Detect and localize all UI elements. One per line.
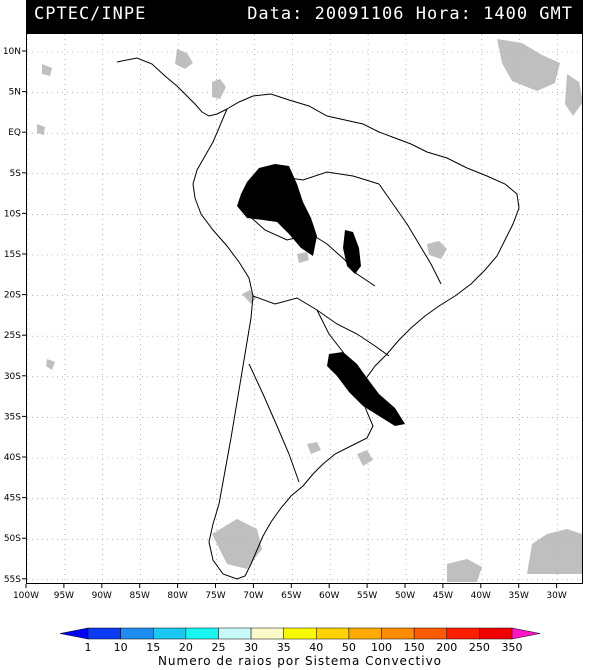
graticule bbox=[27, 34, 582, 583]
colorbar-segment bbox=[316, 627, 350, 640]
source-label: CPTEC/INPE bbox=[34, 4, 147, 24]
colorbar: 1 10 15 20 25 30 35 40 50 100 150 200 250 350 bbox=[59, 627, 541, 654]
cloud-patch bbox=[212, 519, 262, 569]
colorbar-label: 30 bbox=[244, 641, 258, 654]
lat-label: 10N bbox=[3, 47, 21, 57]
lon-label: 65W bbox=[281, 591, 301, 601]
colorbar-segment bbox=[479, 627, 513, 640]
colorbar-labels: 1 10 15 20 25 30 35 40 50 100 150 200 250 350 bbox=[85, 641, 523, 654]
lon-label: 100W bbox=[13, 591, 39, 601]
colorbar-label: 350 bbox=[502, 641, 523, 654]
lon-label: 75W bbox=[205, 591, 225, 601]
cyan-convective-system bbox=[343, 230, 361, 274]
colorbar-label: 15 bbox=[146, 641, 160, 654]
lat-label: 35S bbox=[4, 412, 21, 422]
lat-label: 5S bbox=[10, 169, 22, 179]
colorbar-segment bbox=[348, 627, 382, 640]
colorbar-label: 250 bbox=[469, 641, 490, 654]
cloud-patch bbox=[497, 39, 560, 91]
country-border bbox=[378, 183, 442, 285]
lat-label: 45S bbox=[4, 494, 21, 504]
colorbar-segment bbox=[152, 627, 187, 640]
lat-label: 20S bbox=[4, 291, 21, 301]
south-america-coastline bbox=[192, 93, 520, 580]
colorbar-segment bbox=[120, 627, 154, 640]
colorbar-segment bbox=[218, 627, 252, 640]
cloud-patch bbox=[447, 559, 482, 582]
colorbar-segment bbox=[283, 627, 317, 640]
colorbar-label: 1 bbox=[85, 641, 92, 654]
colorbar-segment bbox=[59, 627, 89, 640]
central-america-coastline bbox=[116, 57, 228, 117]
lat-label: EQ bbox=[8, 128, 21, 138]
colorbar-label: 35 bbox=[277, 641, 291, 654]
colorbar-label: 200 bbox=[436, 641, 457, 654]
longitude-labels: 100W 95W 90W 85W 80W 75W 70W 65W 60W 55W 50W 45W 40W… bbox=[13, 584, 567, 601]
lat-label: 30S bbox=[4, 372, 21, 382]
lat-label: 10S bbox=[4, 209, 21, 219]
colorbar-segment bbox=[381, 627, 415, 640]
latitude-labels: 10N 5N EQ 5S 10S 15S 20S 25S 30S 35S 40S 45S 50S 55S bbox=[3, 47, 26, 585]
lon-label: 50W bbox=[395, 591, 415, 601]
lon-label: 95W bbox=[54, 591, 74, 601]
colorbar-segment bbox=[250, 627, 284, 640]
colorbar-label: 10 bbox=[114, 641, 128, 654]
blue-convective-system bbox=[237, 164, 317, 256]
lat-label: 25S bbox=[4, 331, 21, 341]
country-border bbox=[252, 295, 390, 357]
datetime-label: Data: 20091106 Hora: 1400 GMT bbox=[247, 4, 573, 24]
lon-label: 45W bbox=[433, 591, 453, 601]
cloud-patch bbox=[212, 79, 226, 99]
colorbar-segment bbox=[413, 627, 448, 640]
cloud-patch bbox=[565, 74, 582, 116]
cloud-patch bbox=[427, 241, 447, 259]
map-panel bbox=[26, 33, 583, 584]
colorbar-label: 40 bbox=[309, 641, 323, 654]
colorbar-segment bbox=[185, 627, 219, 640]
lightning-systems bbox=[237, 164, 405, 426]
map-svg bbox=[27, 34, 582, 583]
colorbar-segment bbox=[87, 627, 121, 640]
cloud-patch bbox=[46, 359, 55, 370]
lon-label: 90W bbox=[92, 591, 112, 601]
colorbar-segments bbox=[59, 627, 541, 640]
lat-label: 5N bbox=[9, 88, 21, 98]
lat-label: 50S bbox=[4, 534, 21, 544]
colorbar-label: 20 bbox=[179, 641, 193, 654]
cloud-patch bbox=[175, 49, 193, 69]
colorbar-segment bbox=[511, 627, 541, 640]
colorbar-label: 25 bbox=[211, 641, 225, 654]
colorbar-label: 150 bbox=[404, 641, 425, 654]
header-bar: CPTEC/INPE Data: 20091106 Hora: 1400 GMT bbox=[26, 0, 583, 33]
cloud-patch bbox=[307, 442, 321, 454]
colorbar-segment bbox=[446, 627, 480, 640]
lon-label: 40W bbox=[471, 591, 491, 601]
colorbar-title: Numero de raios por Sistema Convectivo bbox=[157, 654, 443, 668]
lon-label: 85W bbox=[130, 591, 150, 601]
cloud-patch bbox=[42, 64, 52, 76]
cloud-patch bbox=[357, 450, 373, 466]
colorbar-label: 100 bbox=[371, 641, 392, 654]
lon-label: 80W bbox=[167, 591, 187, 601]
coastlines bbox=[116, 57, 520, 580]
cloud-patch bbox=[527, 529, 582, 574]
lon-label: 70W bbox=[243, 591, 263, 601]
lon-label: 35W bbox=[509, 591, 529, 601]
orange-convective-system bbox=[327, 352, 405, 426]
lon-label: 60W bbox=[319, 591, 339, 601]
country-border bbox=[248, 363, 300, 483]
colorbar-label: 50 bbox=[342, 641, 356, 654]
lon-label: 30W bbox=[546, 591, 566, 601]
lat-label: 15S bbox=[4, 250, 21, 260]
lat-label: 40S bbox=[4, 453, 21, 463]
lat-label: 55S bbox=[4, 575, 21, 585]
lon-label: 55W bbox=[357, 591, 377, 601]
cloud-patch bbox=[37, 124, 45, 135]
cloud-patch bbox=[297, 252, 309, 263]
